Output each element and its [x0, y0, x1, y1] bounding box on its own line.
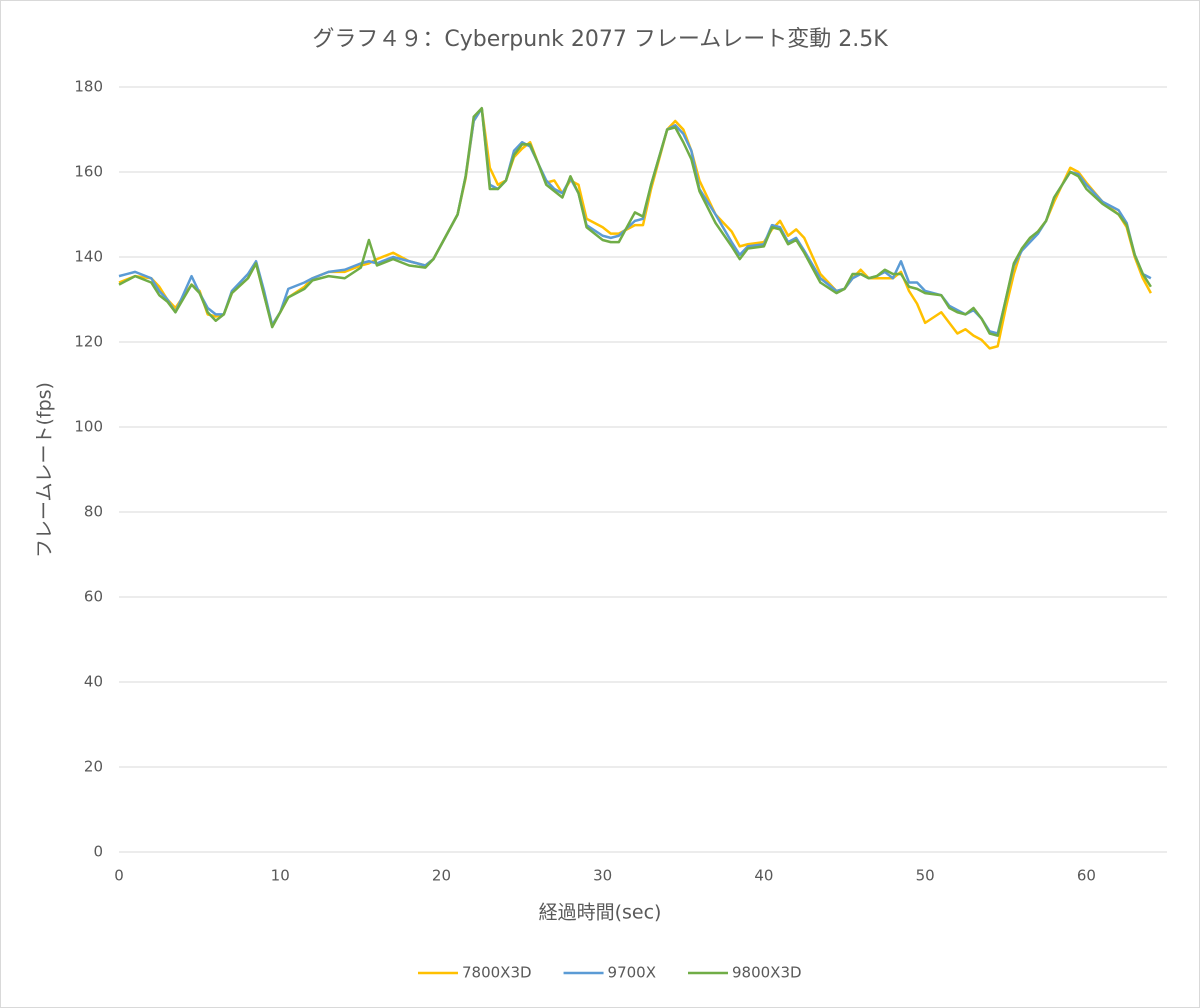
y-tick-label: 20: [84, 758, 103, 776]
y-tick-label: 140: [74, 248, 103, 266]
series-line: [118, 107, 1152, 337]
x-tick-label: 60: [1077, 867, 1096, 885]
y-tick-label: 160: [74, 163, 103, 181]
y-tick-label: 180: [74, 78, 103, 96]
x-tick-label: 10: [271, 867, 290, 885]
y-tick-label: 120: [74, 333, 103, 351]
y-tick-label: 40: [84, 673, 103, 691]
x-tick-label: 50: [916, 867, 935, 885]
legend-label: 7800X3D: [462, 964, 532, 982]
legend-label: 9800X3D: [732, 964, 802, 982]
legend-label: 9700X: [608, 964, 656, 982]
y-axis-label: フレームレート(fps): [34, 382, 56, 558]
x-tick-label: 20: [432, 867, 451, 885]
y-tick-label: 0: [93, 843, 103, 861]
x-tick-label: 0: [114, 867, 124, 885]
x-tick-label: 30: [593, 867, 612, 885]
chart-title: グラフ４９：Cyberpunk 2077 フレームレート変動 2.5K: [312, 27, 888, 52]
y-tick-label: 80: [84, 503, 103, 521]
y-tick-label: 100: [74, 418, 103, 436]
x-axis-label: 経過時間(sec): [539, 902, 662, 924]
y-tick-label: 60: [84, 588, 103, 606]
x-tick-label: 40: [754, 867, 773, 885]
